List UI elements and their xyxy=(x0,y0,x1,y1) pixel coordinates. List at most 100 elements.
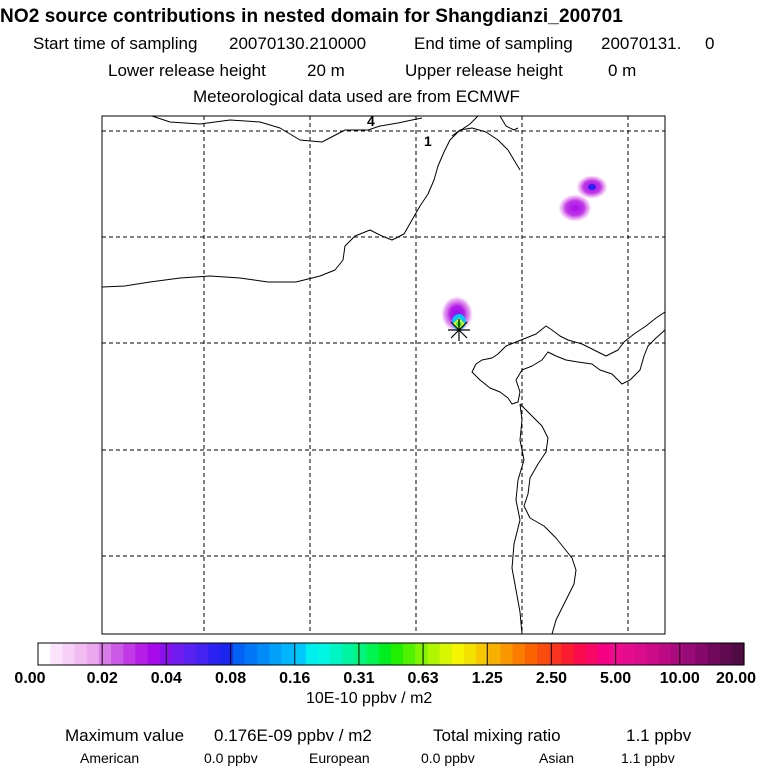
coastline xyxy=(471,311,666,405)
river-line xyxy=(511,403,525,635)
colorbar-cell xyxy=(719,643,733,665)
colorbar-cell xyxy=(135,643,149,665)
colorbar-cell xyxy=(451,643,465,665)
colorbar-cell xyxy=(415,643,429,665)
colorbar-cell xyxy=(585,643,599,665)
colorbar-cell xyxy=(366,643,380,665)
colorbar-cell xyxy=(354,643,368,665)
region-label-4: 4 xyxy=(367,113,375,129)
colorbar-tick-label: 2.50 xyxy=(535,670,568,687)
colorbar-tick-label: 20.00 xyxy=(715,670,757,687)
colorbar-cell xyxy=(98,643,112,665)
colorbar-cell xyxy=(561,643,575,665)
colorbar-cell xyxy=(573,643,587,665)
colorbar-cells xyxy=(38,643,745,665)
colorbar-frame xyxy=(37,642,745,666)
colorbar-cell xyxy=(317,643,331,665)
colorbar-cell xyxy=(464,643,477,665)
colorbar-unit: 10E-10 ppbv / m2 xyxy=(306,690,433,707)
start-time-label: Start time of sampling xyxy=(33,34,198,53)
lower-release-label: Lower release height xyxy=(108,61,266,80)
colorbar-cell xyxy=(196,643,210,665)
boundary-line xyxy=(101,115,479,288)
colorbar-cell xyxy=(281,643,295,665)
asian-value: 1.1 ppbv xyxy=(621,750,675,766)
colorbar-tick-label: 10.00 xyxy=(659,670,700,687)
meteo-source: Meteorological data used are from ECMWF xyxy=(193,87,520,106)
colorbar-cell xyxy=(305,643,319,665)
colorbar-tick-label: 0.04 xyxy=(150,670,182,687)
colorbar-cell xyxy=(683,643,696,665)
european-value: 0.0 ppbv xyxy=(421,750,475,766)
colorbar-cell xyxy=(123,643,136,665)
american-label: American xyxy=(80,750,140,766)
colorbar-cell xyxy=(488,643,502,665)
colorbar-tick-label: 0.16 xyxy=(279,670,311,687)
colorbar-cell xyxy=(86,643,100,665)
american-value: 0.0 ppbv xyxy=(204,750,258,766)
colorbar-cell xyxy=(269,643,283,665)
asian-label: Asian xyxy=(539,750,575,766)
colorbar-dividers xyxy=(101,643,681,665)
colorbar-tick-label: 0.00 xyxy=(14,670,46,687)
colorbar-tick-label: 0.08 xyxy=(214,670,247,687)
page-title: NO2 source contributions in nested domai… xyxy=(0,6,623,27)
coastline xyxy=(519,403,577,635)
colorbar-cell xyxy=(695,643,709,665)
colorbar-tick-label: 0.02 xyxy=(86,670,118,687)
colorbar-cell xyxy=(232,643,246,665)
border-line xyxy=(151,115,423,143)
colorbar-cell xyxy=(403,643,416,665)
colorbar-cell xyxy=(62,643,76,665)
colorbar-cell xyxy=(634,643,648,665)
colorbar-tick-label: 0.63 xyxy=(407,670,439,687)
colorbar-cell xyxy=(610,643,623,665)
colorbar-cell xyxy=(391,643,404,665)
colorbar-cell xyxy=(257,643,270,665)
colorbar-cell xyxy=(147,643,161,665)
border-line xyxy=(499,115,519,131)
colorbar-cell xyxy=(208,643,222,665)
total-mixing-value: 1.1 ppbv xyxy=(626,726,692,745)
colorbar-cell xyxy=(342,643,356,665)
end-time-label: End time of sampling xyxy=(414,34,573,53)
colorbar-cell xyxy=(707,643,721,665)
upper-release-label: Upper release height xyxy=(405,61,563,80)
colorbar-cell xyxy=(171,643,185,665)
start-time-value: 20070130.210000 xyxy=(229,34,367,53)
region-label-1: 1 xyxy=(424,133,432,149)
colorbar-tick-label: 0.31 xyxy=(343,670,375,687)
colorbar-cell xyxy=(38,643,51,665)
colorbar-cell xyxy=(220,643,234,665)
colorbar-tick-label: 5.00 xyxy=(600,670,632,687)
upper-release-value: 0 m xyxy=(608,61,637,80)
colorbar-tick-label: 1.25 xyxy=(471,670,503,687)
colorbar-cell xyxy=(500,643,514,665)
european-label: European xyxy=(309,750,370,766)
colorbar-cell xyxy=(476,643,489,665)
receptor-marker xyxy=(448,319,470,341)
lower-release-value: 20 m xyxy=(307,61,345,80)
colorbar-cell xyxy=(50,643,63,665)
colorbar-cell xyxy=(646,643,660,665)
colorbar-cell xyxy=(658,643,672,665)
colorbar-cell xyxy=(670,643,684,665)
plume-core xyxy=(588,184,596,190)
colorbar-cell xyxy=(74,643,88,665)
colorbar-cell xyxy=(549,643,563,665)
boundary-line xyxy=(451,127,521,171)
max-value: 0.176E-09 ppbv / m2 xyxy=(214,726,372,745)
end-time-value: 20070131. 0 xyxy=(601,34,715,53)
marker-stroke xyxy=(450,321,468,339)
plume-area xyxy=(558,194,592,222)
colorbar-cell xyxy=(184,643,197,665)
colorbar-cell xyxy=(293,643,307,665)
colorbar-cell xyxy=(427,643,441,665)
colorbar-cell xyxy=(512,643,526,665)
colorbar-cell xyxy=(597,643,611,665)
colorbar-cell xyxy=(524,643,538,665)
colorbar-cell xyxy=(330,643,343,665)
map-grid xyxy=(102,116,665,634)
